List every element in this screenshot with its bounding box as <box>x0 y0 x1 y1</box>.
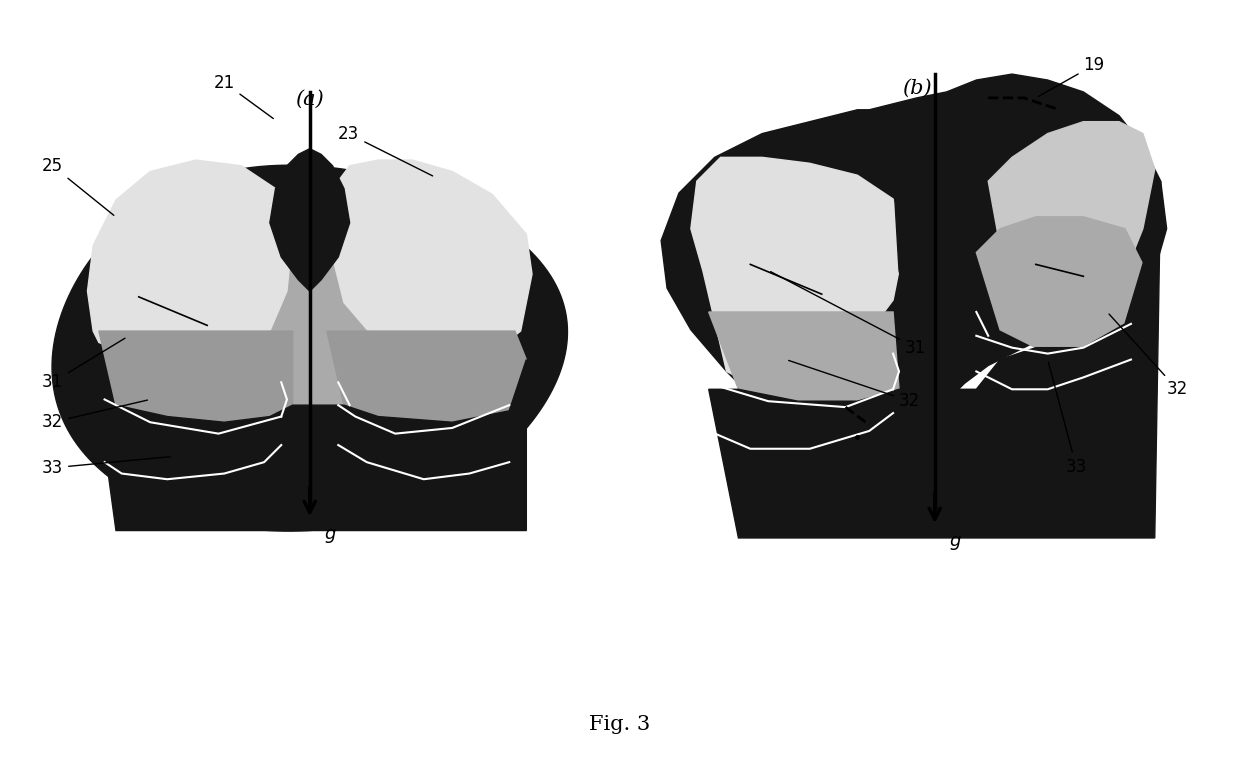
Text: g: g <box>949 532 961 550</box>
Text: 23: 23 <box>338 125 432 176</box>
Text: (b): (b) <box>902 79 932 98</box>
Text: 31: 31 <box>42 338 125 392</box>
Polygon shape <box>989 122 1155 336</box>
Text: 33: 33 <box>42 457 170 477</box>
Text: 25: 25 <box>42 157 114 215</box>
Polygon shape <box>662 74 1167 467</box>
Text: 21: 21 <box>213 73 274 119</box>
Text: 31: 31 <box>771 272 927 356</box>
Polygon shape <box>110 206 509 490</box>
Polygon shape <box>709 181 1161 538</box>
Polygon shape <box>976 216 1142 347</box>
Text: 33: 33 <box>1048 363 1087 476</box>
Text: Fig. 3: Fig. 3 <box>589 715 650 734</box>
Text: 32: 32 <box>1109 314 1188 399</box>
Polygon shape <box>709 312 900 401</box>
Polygon shape <box>99 331 292 422</box>
Polygon shape <box>270 148 349 291</box>
Polygon shape <box>52 165 567 531</box>
Text: (a): (a) <box>295 90 325 109</box>
Text: g: g <box>325 525 336 543</box>
Polygon shape <box>691 158 904 389</box>
Polygon shape <box>88 160 292 365</box>
Text: 32: 32 <box>789 360 921 410</box>
Polygon shape <box>327 160 532 365</box>
Text: 19: 19 <box>1038 56 1104 96</box>
Text: 32: 32 <box>42 400 147 431</box>
Polygon shape <box>893 134 976 342</box>
Polygon shape <box>99 360 527 531</box>
Polygon shape <box>327 331 527 422</box>
